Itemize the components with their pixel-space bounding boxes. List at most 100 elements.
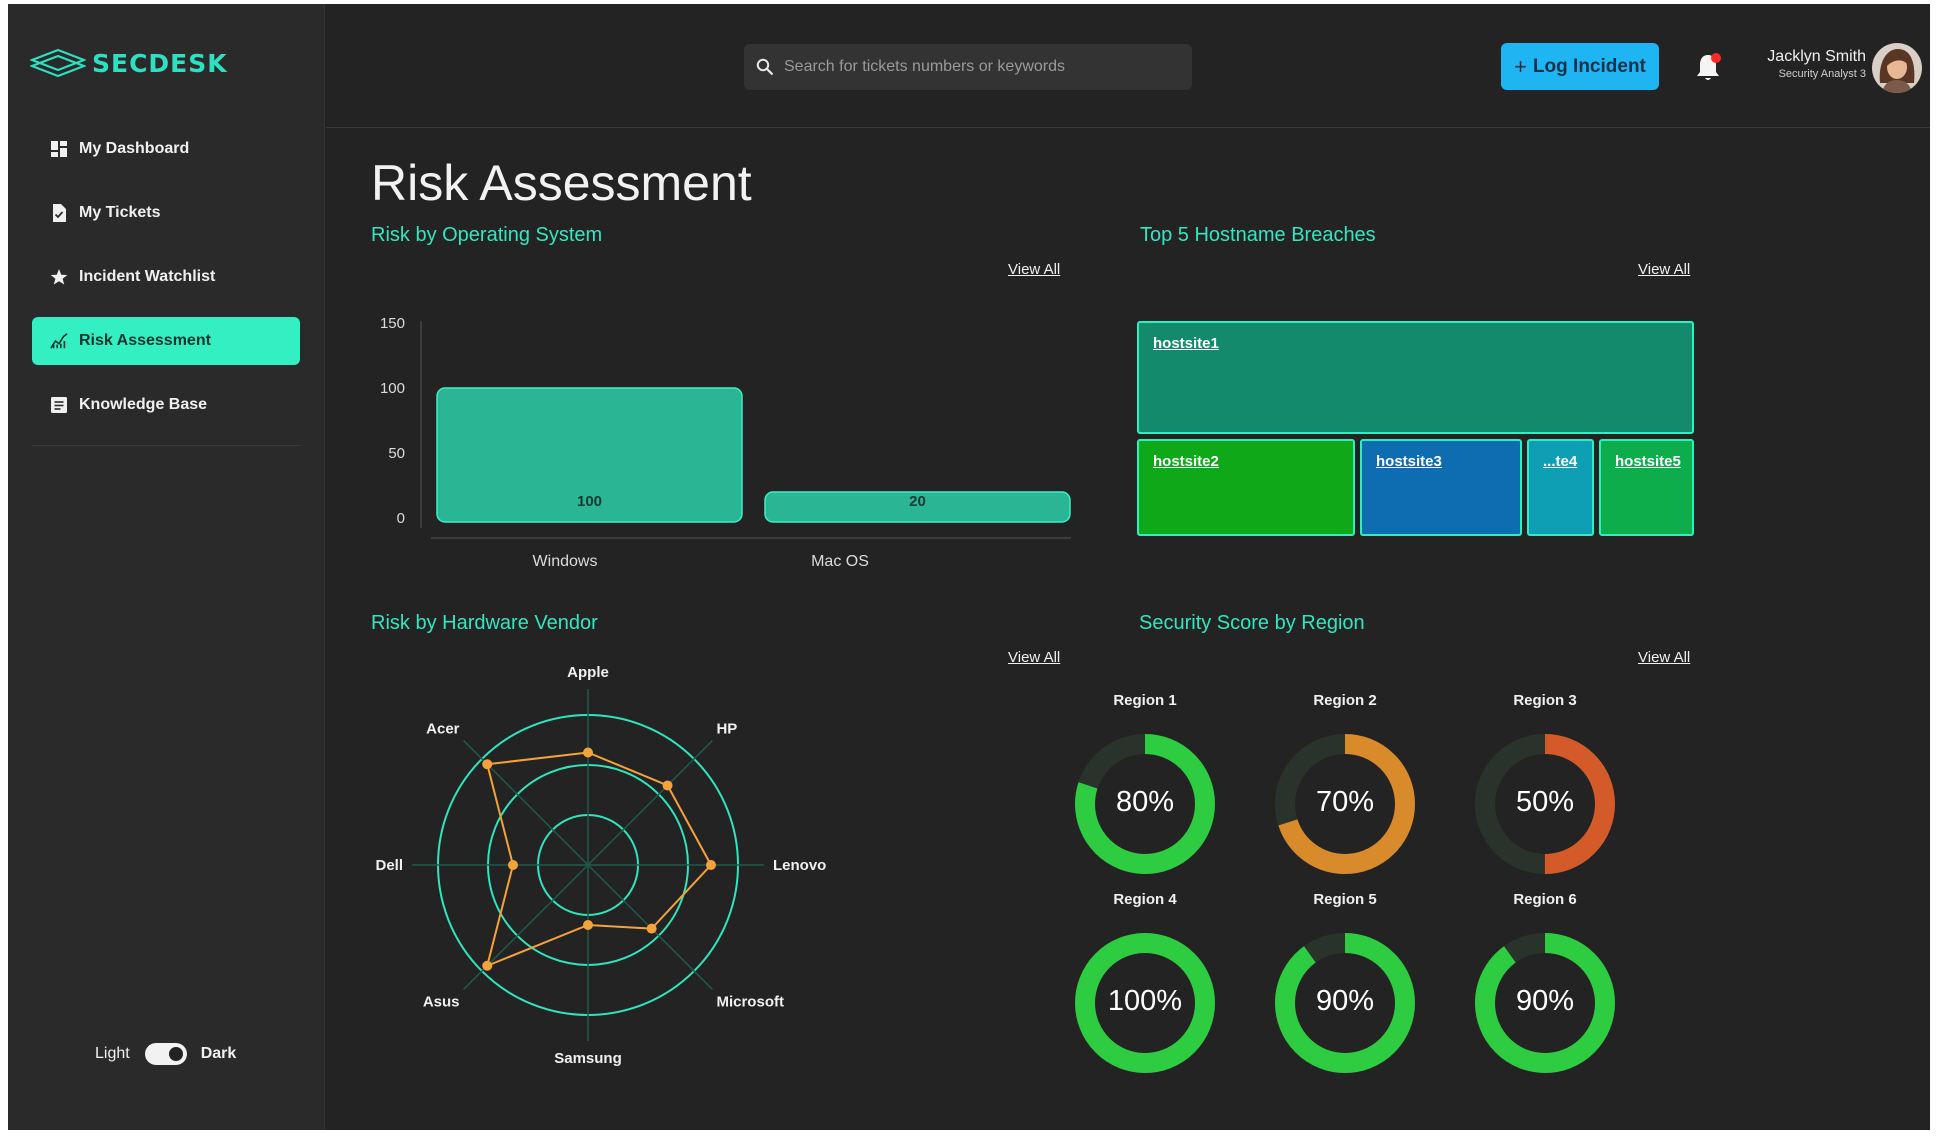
treemap-cell-hostsite5[interactable]: hostsite5: [1599, 439, 1694, 536]
donut-arc: [1475, 734, 1615, 874]
document-icon: [50, 396, 68, 414]
region-donut[interactable]: [1070, 928, 1220, 1078]
bar-mac-os: [764, 491, 1071, 523]
sidebar-item-risk-assessment[interactable]: Risk Assessment: [32, 317, 300, 365]
region-score-value: 80%: [1115, 786, 1175, 818]
treemap-cell-hostsite2[interactable]: hostsite2: [1137, 439, 1355, 536]
region-label: Region 3: [1513, 692, 1577, 709]
treemap-cell-hostsite3[interactable]: hostsite3: [1360, 439, 1522, 536]
sidebar-item-knowledge-base[interactable]: Knowledge Base: [32, 381, 300, 429]
donut-arc: [1475, 933, 1615, 1073]
bar-data-label: 100: [577, 493, 602, 510]
radar-spoke: [463, 864, 589, 990]
card-title-risk-by-os: Risk by Operating System: [371, 224, 603, 246]
region-score-value: 50%: [1515, 786, 1575, 818]
view-all-hostname-link[interactable]: View All: [1638, 261, 1691, 278]
region-label: Region 2: [1313, 692, 1377, 709]
y-tick-label: 150: [380, 315, 405, 332]
chart-icon: [50, 332, 68, 350]
radar-point: [646, 923, 657, 934]
top-bar: + Log Incident Jacklyn Smith Security An…: [326, 4, 1930, 128]
region-donut[interactable]: [1470, 928, 1620, 1078]
radar-axis-label: Microsoft: [716, 993, 784, 1010]
brand-logo[interactable]: SECDESK: [30, 48, 228, 78]
donut-arc: [1275, 734, 1415, 874]
user-role: Security Analyst 3: [1778, 68, 1866, 80]
sidebar-nav: My Dashboard My Tickets Incident Watchli…: [32, 125, 300, 445]
x-tick-label: Windows: [533, 553, 598, 570]
treemap-cell-label[interactable]: hostsite5: [1615, 453, 1681, 470]
donut-arc: [1275, 933, 1415, 1073]
y-tick-label: 50: [388, 445, 405, 462]
card-title-risk-by-vendor: Risk by Hardware Vendor: [371, 612, 598, 634]
sidebar-divider: [32, 445, 300, 446]
radar-axis-label: Lenovo: [773, 857, 826, 874]
radar-point: [662, 780, 673, 791]
sidebar-item-my-tickets[interactable]: My Tickets: [32, 189, 300, 237]
treemap-cell-label[interactable]: ...te4: [1543, 453, 1578, 470]
theme-dark-label: Dark: [200, 1045, 237, 1062]
radar-spoke: [587, 740, 713, 866]
treemap-cell-hostsite4[interactable]: ...te4: [1527, 439, 1594, 536]
view-all-region-link[interactable]: View All: [1638, 649, 1691, 666]
app-window: SECDESK My Dashboard My Tickets Incident…: [8, 4, 1930, 1130]
ticket-icon: [50, 204, 68, 222]
radar-axis-label: Apple: [567, 664, 609, 681]
treemap-cell-hostsite1[interactable]: hostsite1: [1137, 321, 1694, 434]
radar-point: [482, 759, 493, 770]
card-title-hostname-breaches: Top 5 Hostname Breaches: [1140, 224, 1376, 246]
sidebar-item-label: Incident Watchlist: [79, 268, 216, 285]
radar-point: [508, 860, 518, 870]
radar-axis-label: Dell: [375, 857, 403, 874]
radar-point: [583, 747, 593, 758]
search-input[interactable]: [784, 58, 1184, 76]
brand-name: SECDESK: [92, 48, 228, 78]
radar-axis-label: Asus: [423, 993, 460, 1010]
sidebar-item-label: My Dashboard: [79, 140, 190, 157]
radar-series-line: [485, 751, 713, 968]
bar-windows: [436, 387, 743, 523]
region-donut[interactable]: [1270, 729, 1420, 879]
radar-point: [706, 860, 716, 870]
theme-switcher: Light Dark: [95, 1043, 236, 1065]
sidebar-item-my-dashboard[interactable]: My Dashboard: [32, 125, 300, 173]
bar-data-label: 20: [909, 493, 926, 510]
view-all-os-link[interactable]: View All: [1008, 261, 1061, 278]
sidebar-item-incident-watchlist[interactable]: Incident Watchlist: [32, 253, 300, 301]
toggle-knob: [168, 1047, 183, 1061]
avatar[interactable]: [1872, 43, 1922, 93]
sidebar-item-label: My Tickets: [79, 204, 161, 221]
sidebar-item-label: Risk Assessment: [79, 332, 211, 349]
region-score-value: 100%: [1107, 985, 1183, 1017]
region-label: Region 1: [1113, 692, 1177, 709]
log-incident-button[interactable]: + Log Incident: [1501, 43, 1659, 90]
region-donut[interactable]: [1070, 729, 1220, 879]
treemap-cell-label[interactable]: hostsite2: [1153, 453, 1219, 470]
region-score-value: 90%: [1515, 985, 1575, 1017]
page-title: Risk Assessment: [371, 155, 752, 211]
sidebar: SECDESK My Dashboard My Tickets Incident…: [8, 4, 325, 1130]
region-label: Region 6: [1513, 891, 1577, 908]
plus-icon: +: [1514, 53, 1527, 79]
y-tick-label: 0: [397, 510, 405, 527]
search-box: [744, 44, 1192, 90]
dashboard-icon: [50, 140, 68, 158]
notification-bell-icon[interactable]: [1694, 51, 1724, 83]
theme-toggle[interactable]: [144, 1043, 187, 1065]
region-label: Region 4: [1113, 891, 1177, 908]
treemap-cell-label[interactable]: hostsite3: [1376, 453, 1442, 470]
radar-axis-label: HP: [716, 721, 737, 738]
region-donut[interactable]: [1270, 928, 1420, 1078]
treemap-cell-label[interactable]: hostsite1: [1153, 335, 1219, 352]
y-tick-label: 100: [380, 380, 405, 397]
theme-light-label: Light: [95, 1045, 130, 1062]
sidebar-item-label: Knowledge Base: [79, 396, 208, 413]
region-donut[interactable]: [1470, 729, 1620, 879]
view-all-vendor-link[interactable]: View All: [1008, 649, 1061, 666]
radar-axis-label: Samsung: [554, 1050, 622, 1067]
donut-arc: [1075, 734, 1215, 874]
radar-point: [583, 920, 593, 930]
vendor-radar-chart: Apple HP Lenovo Microsoft Samsung Asus Dell Ace…: [375, 664, 826, 1067]
card-title-security-score: Security Score by Region: [1139, 612, 1365, 634]
user-info[interactable]: Jacklyn Smith Security Analyst 3: [1746, 48, 1866, 80]
